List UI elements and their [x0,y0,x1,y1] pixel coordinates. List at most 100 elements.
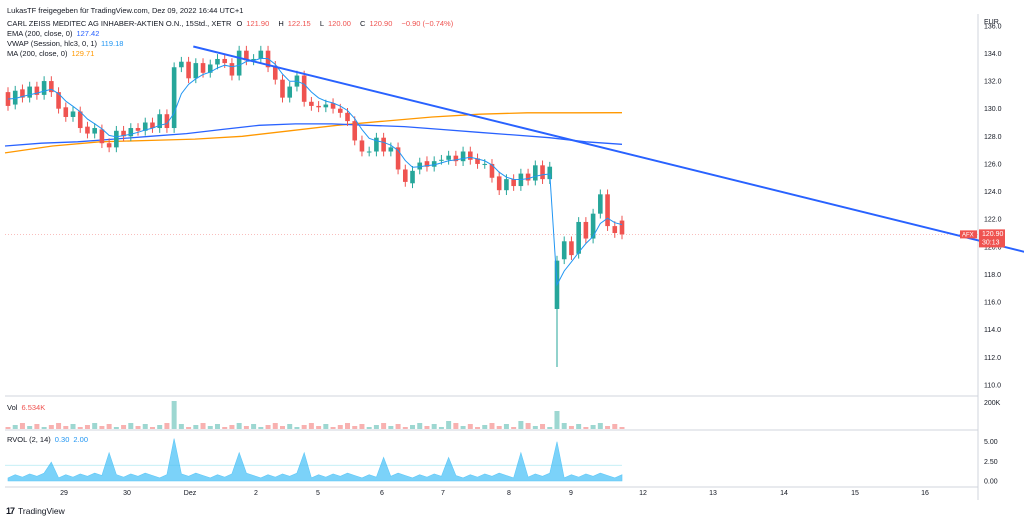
volume-bar [402,427,408,429]
volume-bar [337,425,343,429]
candle-body [431,161,437,167]
last-price-value: 120.90 [982,231,1004,238]
volume-bar [12,425,18,429]
volume-bar [207,426,213,429]
volume-bar [345,423,351,429]
candle-body [366,151,372,153]
volume-bar [373,425,379,429]
candle-body [547,166,553,180]
indicator-vwap[interactable]: VWAP (Session, hlc3, 0, 1) 119.18 [7,39,127,48]
volume-bar [352,426,358,429]
tradingview-logo[interactable]: 17 TradingView [6,506,65,516]
x-tick-label: 30 [123,490,131,497]
indicator-ema[interactable]: EMA (200, close, 0) 127.42 [7,29,103,38]
candle-body [619,220,625,235]
candle-body [251,58,256,61]
candle-body [410,170,415,184]
volume-bar [301,425,307,429]
volume-bar [200,423,206,429]
y-tick-label: 112.0 [984,355,1001,362]
volume-bar [597,423,603,429]
candle-body [590,213,596,239]
volume-bar [265,425,271,429]
rvol-tick-label: 5.00 [984,439,998,446]
candle-body [63,107,69,117]
candle-body [236,50,242,76]
candle-body [402,169,408,182]
ohlc-low: L 120.00 [319,19,351,28]
volume-bar [251,424,257,429]
candle-body [157,114,162,129]
volume-bar [388,426,394,429]
volume-bar [576,424,582,429]
candle-body [374,137,379,152]
volume-bar [482,425,488,429]
candle-body [323,104,329,108]
x-tick-label: 29 [60,490,68,497]
indicator-ma-value: 129.71 [71,49,95,58]
vwap-line [7,57,623,287]
trendline [193,45,1024,253]
vol-legend[interactable]: Vol 6.534K [7,403,49,412]
candle-body [489,163,495,178]
ohlc-high: H 122.15 [278,19,311,28]
volume-bar [135,426,141,429]
candle-body [301,75,307,102]
volume-bar [619,427,625,429]
indicator-ema-label: EMA (200, close, 0) [7,29,73,38]
candle-body [27,86,32,98]
volume-bar [186,427,192,429]
rvol-area [7,438,623,482]
volume-bar [417,423,423,429]
y-tick-label: 120.0 [984,244,1002,251]
candle-body [605,194,610,227]
candle-body [446,155,451,160]
candle-body [20,89,25,98]
x-tick-label: 2 [254,490,258,497]
candle-body [215,58,220,65]
candle-body [121,130,126,137]
candle-body [106,143,112,148]
volume-bar [424,426,430,429]
volume-bar [395,424,401,429]
candle-body [525,173,531,181]
candle-body [540,165,545,180]
indicator-ma-label: MA (200, close, 0) [7,49,68,58]
y-tick-label: 124.0 [984,189,1002,196]
ma-200-line [4,112,623,154]
rvol-value-1: 0.30 [54,435,70,444]
indicator-ma[interactable]: MA (200, close, 0) 129.71 [7,49,98,58]
volume-bar [84,425,90,429]
publisher-line: LukasTF freigegeben für TradingView.com,… [7,6,244,15]
rvol-legend[interactable]: RVOL (2, 14) 0.30 2.00 [7,435,92,444]
candle-body [171,67,177,129]
vol-label: Vol [7,403,18,412]
volume-bar [48,425,54,429]
candle-body [482,163,488,165]
candle-body [496,176,502,191]
candle-body [34,86,40,95]
volume-bar [453,423,459,429]
volume-bar [330,427,336,429]
candle-body [280,79,285,98]
candle-body [193,63,199,79]
volume-bar [323,424,329,429]
volume-bar [612,424,618,429]
currency-label: EUR [984,19,999,26]
volume-bar [605,426,611,429]
volume-bar [525,423,531,429]
candle-body [92,128,97,134]
y-tick-label: 126.0 [984,161,1002,168]
volume-bar [410,425,416,429]
volume-bar [19,423,25,429]
candle-body [583,221,589,239]
candle-body [164,114,170,129]
y-tick-label: 136.0 [984,23,1002,30]
y-tick-label: 116.0 [984,300,1001,307]
volume-bar [503,424,509,429]
volume-bar [279,426,285,429]
volume-bar [99,426,105,429]
candle-body [468,151,473,160]
candle-body [12,90,18,105]
